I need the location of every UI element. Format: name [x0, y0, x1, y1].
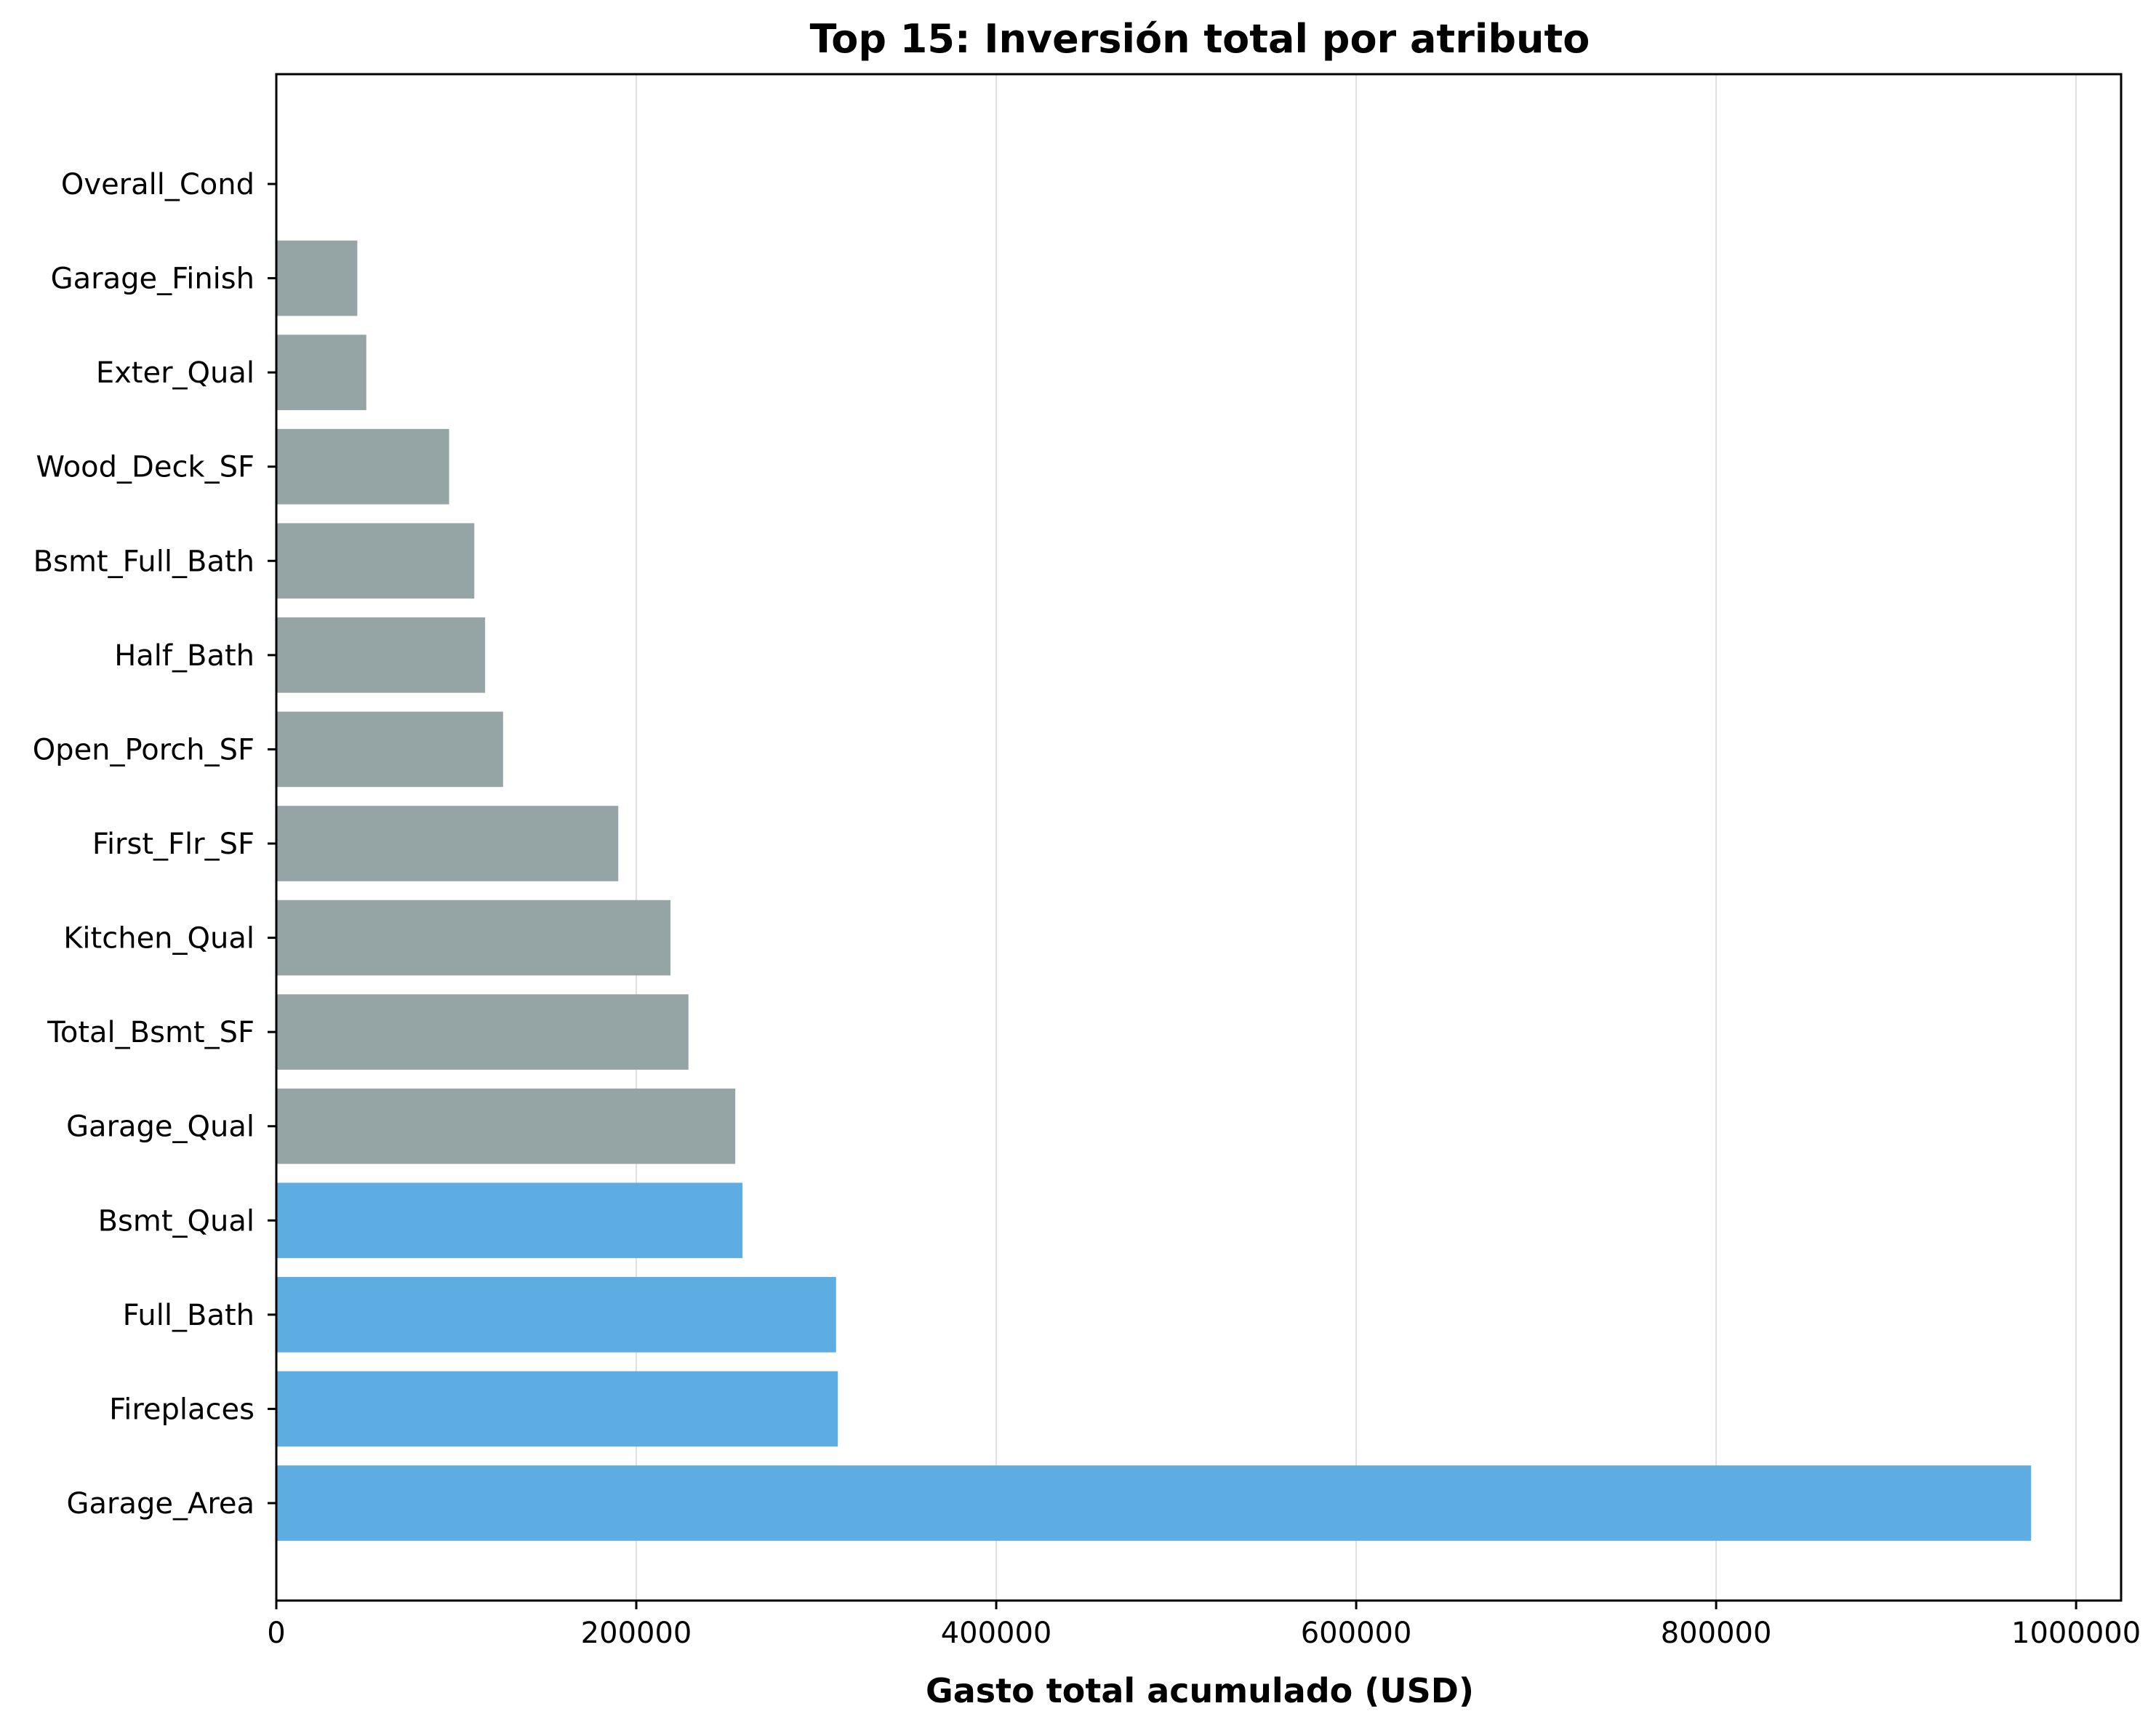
y-tick-label: Bsmt_Qual — [98, 1204, 255, 1238]
bars — [276, 240, 2032, 1541]
y-tick-label: Open_Porch_SF — [33, 733, 255, 766]
y-tick-label: Garage_Qual — [66, 1110, 255, 1144]
x-tick-label: 800000 — [1661, 1617, 1772, 1650]
bar-total-bsmt-sf — [276, 994, 689, 1070]
bar-garage-finish — [276, 240, 358, 316]
x-tick-label: 0 — [267, 1617, 285, 1650]
y-tick-label: Kitchen_Qual — [63, 922, 255, 956]
y-tick-label: Overall_Cond — [61, 168, 255, 201]
bar-bsmt-full-bath — [276, 523, 475, 599]
y-tick-label: Wood_Deck_SF — [36, 451, 255, 484]
bar-exter-qual — [276, 335, 366, 410]
bar-bsmt-qual — [276, 1182, 743, 1259]
bar-garage-qual — [276, 1088, 736, 1164]
y-tick-label: Fireplaces — [109, 1393, 255, 1426]
x-tick-label: 200000 — [581, 1617, 692, 1650]
bar-open-porch-sf — [276, 711, 503, 788]
bar-first-flr-sf — [276, 806, 619, 881]
x-axis-title: Gasto total acumulado (USD) — [926, 1671, 1474, 1710]
y-tick-label: Half_Bath — [114, 639, 255, 673]
plot-frame — [275, 73, 2123, 1602]
bar-fireplaces — [276, 1371, 838, 1447]
x-tick-label: 1000000 — [2011, 1617, 2141, 1650]
y-tick-label: First_Flr_SF — [92, 828, 255, 861]
bar-full-bath — [276, 1277, 836, 1353]
y-tick-label: Exter_Qual — [96, 356, 255, 390]
y-tick-labels: Garage_Area Fireplaces Full_Bath Bsmt_Qual G… — [33, 168, 276, 1521]
y-tick-label: Bsmt_Full_Bath — [33, 545, 255, 578]
grid-lines — [636, 74, 2077, 1601]
y-tick-label: Full_Bath — [123, 1299, 255, 1332]
y-tick-label: Total_Bsmt_SF — [47, 1016, 255, 1049]
bar-garage-area — [276, 1465, 2032, 1541]
bar-half-bath — [276, 617, 486, 693]
bar-wood-deck-sf — [276, 428, 449, 505]
x-tick-label: 600000 — [1301, 1617, 1412, 1650]
y-tick-label: Garage_Finish — [51, 263, 255, 296]
chart-title: Top 15: Inversión total por atributo — [810, 16, 1590, 62]
x-tick-label: 400000 — [941, 1617, 1052, 1650]
x-tick-labels: 0 200000 400000 600000 800000 1000000 — [267, 1601, 2141, 1650]
bar-kitchen-qual — [276, 900, 671, 976]
y-tick-label: Garage_Area — [66, 1487, 255, 1521]
